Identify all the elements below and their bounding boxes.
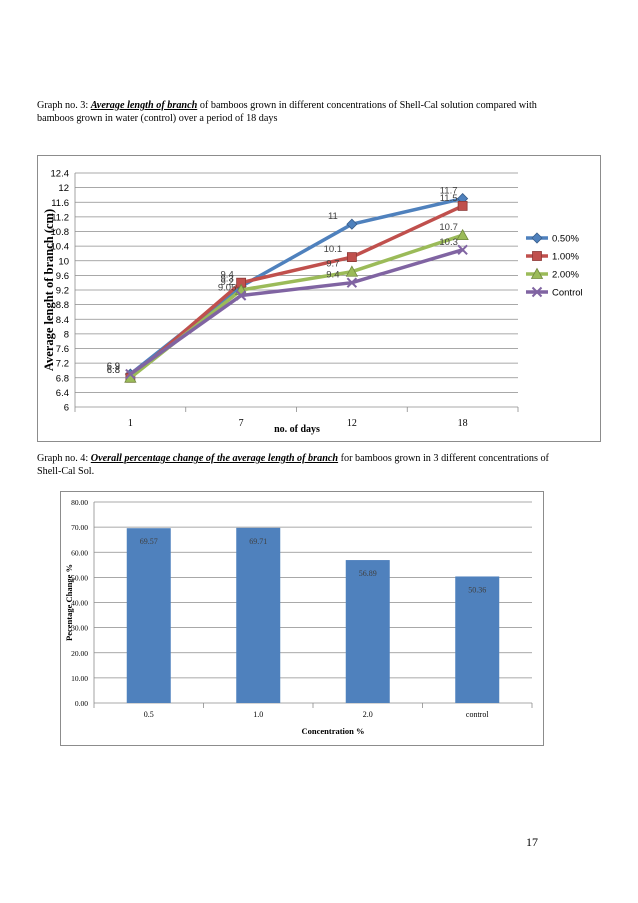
legend-marker xyxy=(532,251,542,261)
data-label: 6.9 xyxy=(107,361,120,372)
y-tick-label: 11.6 xyxy=(51,198,69,209)
y-tick-label: 10.00 xyxy=(71,674,88,683)
data-point xyxy=(346,252,357,262)
y-tick-label: 9.6 xyxy=(56,271,69,282)
bar xyxy=(126,528,171,703)
x-axis-title: Concentration % xyxy=(301,726,364,736)
bar xyxy=(236,527,281,703)
bar xyxy=(345,560,390,703)
graph3-caption-prefix: Graph no. 3: xyxy=(37,100,91,111)
y-tick-label: 6 xyxy=(64,403,69,414)
bar xyxy=(455,576,500,703)
line-chart-frame: 6 6.4 6.8 7.2 7.6 8 8.4 8.8 9.2 9.6 10 10.4 10.8 11.2… xyxy=(37,155,601,442)
data-point xyxy=(346,277,358,288)
data-label: 9.4 xyxy=(221,270,234,281)
y-tick-label: 30.00 xyxy=(71,624,88,633)
graph4-caption: Graph no. 4: Overall percentage change o… xyxy=(37,452,567,478)
data-point xyxy=(456,228,469,241)
y-tick-label: 11.2 xyxy=(51,212,69,223)
y-tick-label: 40.00 xyxy=(71,599,88,608)
graph4-caption-rest: for bamboos grown in 3 different concent… xyxy=(37,453,549,477)
x-tick-label: 7 xyxy=(239,418,244,429)
data-point xyxy=(125,368,136,380)
data-label: 9.2 xyxy=(221,277,234,288)
y-tick-label: 7.6 xyxy=(56,344,69,355)
graph4-caption-prefix: Graph no. 4: xyxy=(37,453,91,464)
x-tick-label: 18 xyxy=(458,418,468,429)
y-tick-label: 80.00 xyxy=(71,498,88,507)
graph4-caption-emphasis: Overall percentage change of the average… xyxy=(90,453,339,464)
bar-value-label: 69.71 xyxy=(249,537,267,546)
bar-chart-frame: 0.00 10.00 20.00 30.00 40.00 50.00 60.00 70.00 8… xyxy=(60,491,544,746)
series-line xyxy=(129,248,464,376)
bar-chart: 0.00 10.00 20.00 30.00 40.00 50.00 60.00 70.00 8… xyxy=(64,498,533,736)
y-tick-label: 6.4 xyxy=(56,388,69,399)
x-tick-label: control xyxy=(466,710,489,719)
data-label: 6.9 xyxy=(107,361,120,372)
legend-label: Control xyxy=(552,288,583,299)
data-label: 11.7 xyxy=(440,186,458,197)
data-label: 9.7 xyxy=(326,259,339,270)
series-line xyxy=(129,196,464,376)
data-label: 9.3 xyxy=(221,273,234,284)
data-label: 10.3 xyxy=(439,237,458,248)
y-tick-label: 10.8 xyxy=(51,227,70,238)
y-axis-title: Average lenght of branch (cm) xyxy=(42,209,56,371)
graph3-caption: Graph no. 3: Average length of branch of… xyxy=(37,99,567,125)
y-tick-label: 60.00 xyxy=(71,548,88,557)
data-point xyxy=(457,244,468,255)
x-tick-label: 2.0 xyxy=(363,710,373,719)
data-label: 10.7 xyxy=(439,222,458,233)
graph3-caption-rest: of bamboos grown in different concentrat… xyxy=(37,100,537,124)
data-point xyxy=(235,290,247,301)
x-tick-label: 1 xyxy=(128,418,133,429)
data-label: 6.8 xyxy=(107,365,120,376)
graph3-caption-emphasis: Average length of branch xyxy=(90,100,198,111)
bar-value-label: 56.89 xyxy=(359,569,377,578)
y-tick-label: 70.00 xyxy=(71,523,88,532)
legend-marker xyxy=(530,267,544,279)
y-tick-label: 0.00 xyxy=(75,699,88,708)
series-Control: 6.99.059.410.3 xyxy=(107,237,468,380)
y-tick-label: 12 xyxy=(58,183,69,194)
y-axis-title: Pecentage Change % xyxy=(64,564,74,641)
y-tick-label: 50.00 xyxy=(71,573,88,582)
y-tick-label: 12.4 xyxy=(51,169,70,180)
bar-value-label: 69.57 xyxy=(140,537,158,546)
legend-label: 0.50% xyxy=(552,234,579,245)
y-tick-label: 8.8 xyxy=(56,300,69,311)
legend-label: 2.00% xyxy=(552,270,579,281)
line-chart: 6 6.4 6.8 7.2 7.6 8 8.4 8.8 9.2 9.6 10 10.4 10.8 11.2… xyxy=(42,169,583,436)
y-tick-label: 6.8 xyxy=(56,373,69,384)
data-label: 6.8 xyxy=(107,365,120,376)
series-line xyxy=(129,204,464,380)
legend-marker xyxy=(531,232,543,244)
y-tick-label: 8 xyxy=(64,329,69,340)
x-tick-label: 0.5 xyxy=(144,710,154,719)
x-axis-title: no. of days xyxy=(274,424,320,435)
x-tick-label: 1.0 xyxy=(253,710,263,719)
data-label: 11 xyxy=(328,211,338,222)
legend-label: 1.00% xyxy=(552,252,579,263)
y-tick-label: 10.4 xyxy=(51,242,70,253)
y-tick-label: 10 xyxy=(58,256,69,267)
x-tick-label: 12 xyxy=(347,418,357,429)
data-label: 11.5 xyxy=(440,193,458,204)
data-label: 9.05 xyxy=(218,282,237,293)
y-tick-label: 7.2 xyxy=(56,359,69,370)
bar-value-label: 50.36 xyxy=(468,585,486,594)
y-tick-label: 8.4 xyxy=(56,315,69,326)
y-tick-label: 20.00 xyxy=(71,649,88,658)
page-number: 17 xyxy=(526,835,538,849)
y-tick-label: 9.2 xyxy=(56,286,69,297)
data-point xyxy=(345,265,359,277)
data-label: 9.4 xyxy=(326,270,339,281)
data-label: 10.1 xyxy=(324,244,343,255)
data-point xyxy=(457,201,468,211)
data-point xyxy=(346,218,358,230)
legend-marker xyxy=(531,286,543,298)
